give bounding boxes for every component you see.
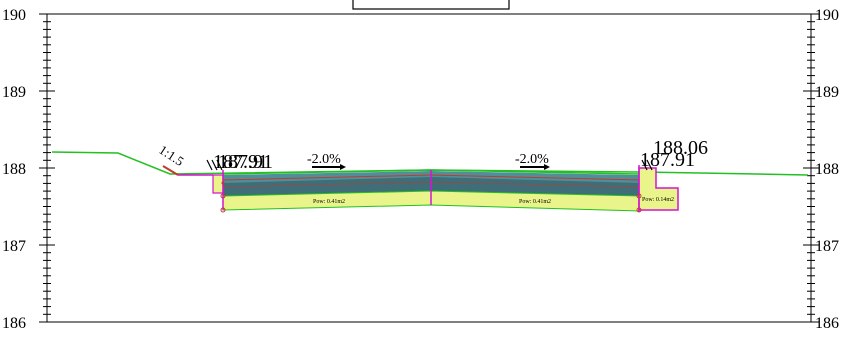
right-label-187: 187 xyxy=(815,238,839,255)
left-elevation-label: 187.91 xyxy=(213,151,268,173)
right-label-186: 186 xyxy=(815,315,839,332)
right-elevation-ticks xyxy=(641,159,653,171)
area-label-left: Pow: 0.41m2 xyxy=(313,199,345,205)
node-marker xyxy=(221,181,225,185)
slope-label: 1:1.5 xyxy=(156,142,186,169)
left-elevation-label-overlap: 187.91 xyxy=(218,151,273,173)
title-box xyxy=(352,0,510,10)
left-elevation-ticks xyxy=(206,159,223,171)
right-label-188: 188 xyxy=(815,161,839,178)
right-elevation-label-lower: 187.91 xyxy=(640,149,695,171)
left-label-186: 186 xyxy=(2,315,26,332)
left-slope-line xyxy=(162,165,179,176)
right-label-189: 189 xyxy=(815,84,839,101)
left-label-188: 188 xyxy=(2,161,26,178)
right-label-190: 190 xyxy=(815,7,839,24)
area-label-shoulder: Pow: 0.14m2 xyxy=(642,197,674,203)
crossfall-label-right: -2.0% xyxy=(515,152,549,167)
node-marker xyxy=(636,207,642,213)
right-elevation-label-upper: 188.06 xyxy=(653,137,708,159)
left-label-190: 190 xyxy=(2,7,26,24)
left-label-189: 189 xyxy=(2,84,26,101)
left-shoulder-block xyxy=(212,174,224,194)
crossfall-arrowhead-right xyxy=(544,164,550,170)
axis-ticks xyxy=(39,13,819,323)
node-marker xyxy=(220,193,226,199)
node-marker xyxy=(636,193,642,199)
right-shoulder-block xyxy=(638,167,679,211)
area-label-right: Pow: 0.41m2 xyxy=(519,199,551,205)
node-marker xyxy=(220,207,226,213)
crossfall-arrowhead-left xyxy=(340,164,346,170)
crossfall-label-left: -2.0% xyxy=(307,152,341,167)
left-label-187: 187 xyxy=(2,238,26,255)
